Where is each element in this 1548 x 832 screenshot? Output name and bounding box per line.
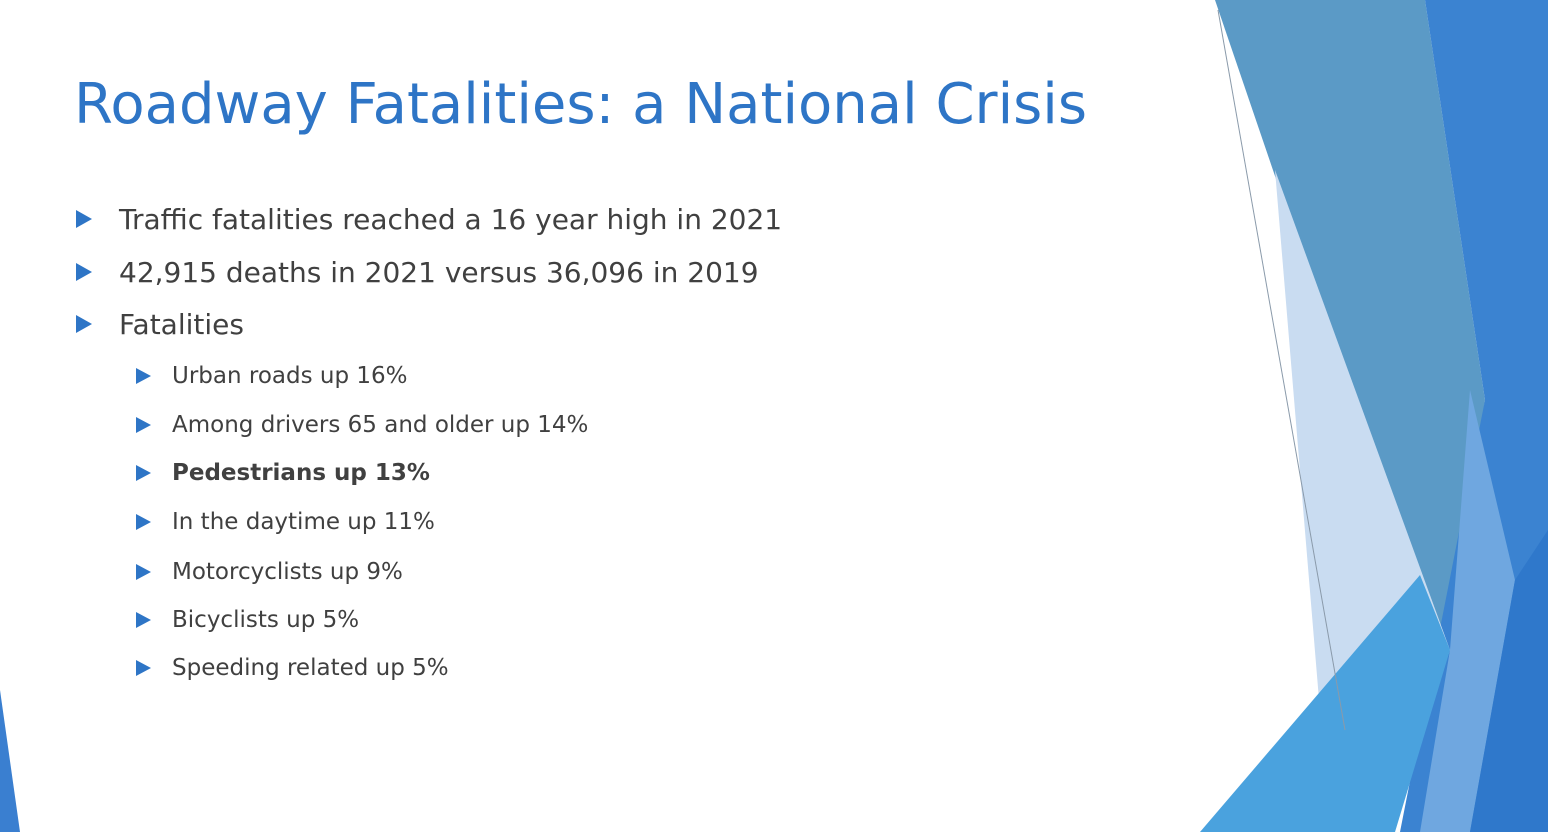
sub-bullet: In the daytime up 11% [136, 506, 435, 538]
bullet-marker [76, 315, 92, 333]
bullet-text: Pedestrians up 13% [172, 460, 430, 486]
bullet-marker [136, 564, 151, 580]
bullet-marker [136, 612, 151, 628]
bullet-text: Bicyclists up 5% [172, 607, 360, 633]
bullet: Traffic fatalities reached a 16 year hig… [76, 201, 782, 237]
bullet: 42,915 deaths in 2021 versus 36,096 in 2… [76, 254, 759, 290]
shape [1215, 0, 1485, 650]
sub-bullet: Pedestrians up 13% [136, 457, 430, 489]
shape [1420, 390, 1515, 832]
bullet-text: Speeding related up 5% [172, 655, 449, 681]
left-sliver [0, 690, 20, 832]
bullet-marker [136, 417, 151, 433]
bullet-marker [76, 263, 92, 281]
bullet-marker [136, 660, 151, 676]
bullet-marker [136, 368, 151, 384]
bullet-text: In the daytime up 11% [172, 509, 435, 535]
sub-bullet: Speeding related up 5% [136, 652, 449, 684]
bullet-marker [76, 210, 92, 228]
thin-line [1217, 9, 1346, 731]
shape [1470, 530, 1548, 832]
sub-bullet: Bicyclists up 5% [136, 604, 359, 636]
bullet-text: Motorcyclists up 9% [172, 559, 403, 585]
sub-bullet: Among drivers 65 and older up 14% [136, 409, 588, 441]
sub-bullet: Urban roads up 16% [136, 360, 408, 392]
bullet: Fatalities [76, 306, 244, 342]
shape [1200, 575, 1450, 832]
bullet-text: Urban roads up 16% [172, 363, 408, 389]
bullet-text: 42,915 deaths in 2021 versus 36,096 in 2… [119, 255, 759, 289]
bullet-marker [136, 465, 151, 481]
bullet-text: Among drivers 65 and older up 14% [172, 412, 589, 438]
bullet-marker [136, 514, 151, 530]
bullet-text: Fatalities [119, 307, 244, 341]
title: Roadway Fatalities: a National Crisis [74, 72, 1088, 137]
bullet-text: Traffic fatalities reached a 16 year hig… [119, 202, 783, 236]
sub-bullet: Motorcyclists up 9% [136, 556, 403, 588]
